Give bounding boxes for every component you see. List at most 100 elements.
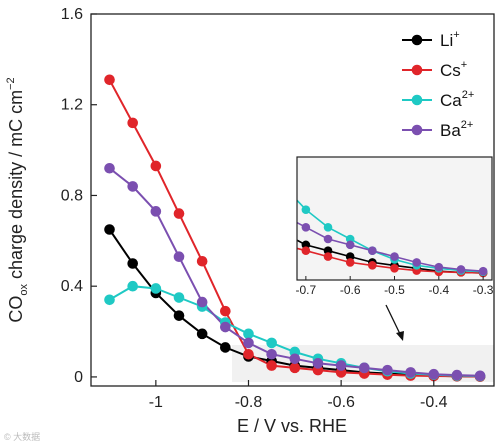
data-point-ba — [243, 337, 254, 349]
inset-x-tick-label: -0.6 — [340, 283, 361, 297]
data-point-cs — [104, 74, 115, 86]
y-tick-label: 1.6 — [61, 6, 83, 23]
x-axis-title: E / V vs. RHE — [237, 416, 347, 436]
data-point-ba — [474, 370, 486, 382]
legend-label-ca: Ca2+ — [440, 89, 474, 110]
data-point-cs — [127, 117, 138, 129]
data-point-ca — [150, 283, 162, 294]
x-tick-label: -1 — [149, 394, 163, 411]
inset-data-point-ba — [368, 246, 377, 256]
inset-chart: -0.7 -0.6 -0.5 -0.4 -0.3 — [279, 156, 494, 297]
x-tick-label: -0.4 — [420, 394, 448, 411]
data-point-ca — [104, 294, 115, 306]
legend-label-cs: Cs+ — [440, 59, 467, 80]
data-point-ba — [196, 296, 208, 308]
legend-ion: Cs — [440, 61, 461, 80]
legend-ion: Ba — [440, 121, 461, 140]
data-point-ba — [173, 251, 185, 263]
data-point-ba — [312, 358, 324, 369]
legend-ion-charge: 2+ — [461, 119, 474, 131]
inset-series-layer — [279, 182, 488, 278]
inset-data-point-cs — [390, 263, 399, 273]
inset-data-point-ba — [456, 265, 466, 274]
arrow-annotation — [385, 304, 404, 341]
data-point-cs — [243, 348, 254, 360]
data-point-ba — [405, 367, 416, 378]
inset-data-point-ca — [323, 222, 333, 232]
data-point-ba — [289, 353, 301, 365]
inset-data-point-ba — [323, 234, 333, 244]
legend-ion-charge: + — [461, 59, 467, 71]
data-point-ba — [104, 162, 115, 174]
inset-x-tick-label: -0.7 — [296, 283, 317, 297]
y-tick-label: 0.8 — [61, 187, 83, 204]
y-axis-title: COox charge density / mC cm−2 — [5, 77, 30, 322]
inset-data-point-li — [279, 229, 288, 238]
data-point-cs — [220, 305, 231, 317]
series-layer — [104, 74, 486, 382]
y-tick-label: 0 — [74, 369, 83, 386]
y-axis-title-sub: ox — [18, 283, 30, 295]
inset-data-point-cs — [301, 246, 311, 256]
inset-data-point-ba — [301, 222, 311, 232]
y-axis: 0 0.4 0.8 1.2 1.6 — [61, 6, 97, 386]
data-point-li — [173, 310, 185, 321]
inset-data-point-ba — [412, 258, 421, 267]
legend-marker — [411, 94, 423, 106]
legend-ion: Li — [440, 31, 453, 50]
legend-ion: Ca — [440, 91, 462, 110]
data-point-ba — [451, 369, 463, 381]
x-tick-label: -0.8 — [235, 394, 263, 411]
data-point-cs — [150, 160, 162, 172]
data-point-ba — [150, 206, 162, 217]
inset-data-point-ba — [434, 262, 444, 272]
data-point-ba — [266, 348, 277, 360]
data-point-ca — [243, 328, 254, 340]
legend-label-ba: Ba2+ — [440, 119, 473, 140]
data-point-ca — [127, 280, 138, 292]
data-point-li — [196, 328, 208, 340]
inset-x-tick-label: -0.4 — [428, 283, 449, 297]
y-tick-label: 0.4 — [61, 278, 83, 295]
data-point-ba — [358, 362, 370, 374]
inset-x-tick-label: -0.3 — [473, 283, 494, 297]
data-point-li — [220, 342, 231, 353]
inset-data-point-ca — [301, 205, 311, 215]
inset-data-point-cs — [323, 252, 333, 261]
inset-data-point-cs — [368, 261, 377, 270]
watermark: © 大数据 — [4, 431, 40, 442]
legend-label-li: Li+ — [440, 29, 460, 50]
data-point-ca — [173, 292, 185, 303]
data-point-cs — [196, 255, 208, 267]
data-point-cs — [173, 208, 185, 219]
legend-ion-charge: 2+ — [462, 89, 475, 101]
legend-marker — [411, 64, 423, 76]
legend-ion-charge: + — [453, 29, 459, 41]
y-tick-label: 1.2 — [61, 97, 83, 114]
inset-data-point-cs — [279, 241, 288, 250]
inset-data-point-ba — [279, 211, 288, 220]
y-axis-title-prefix: CO — [6, 296, 26, 323]
data-point-ca — [266, 337, 277, 349]
data-point-li — [104, 224, 115, 235]
x-tick-label: -0.6 — [327, 394, 355, 411]
data-point-ba — [220, 321, 231, 333]
y-axis-title-middle: charge density / mC cm — [6, 90, 26, 284]
inset-x-tick-label: -0.5 — [384, 283, 405, 297]
y-axis-title-sup: −2 — [5, 77, 17, 90]
inset-data-point-ba — [478, 266, 488, 276]
data-point-cs — [266, 360, 277, 371]
plot-frame — [90, 13, 495, 387]
data-point-li — [127, 258, 138, 269]
inset-x-axis: -0.7 -0.6 -0.5 -0.4 -0.3 — [296, 276, 494, 297]
inset-data-point-ba — [345, 240, 355, 250]
data-point-ba — [428, 368, 440, 380]
inset-data-point-ba — [390, 252, 399, 261]
data-point-cs — [289, 362, 301, 374]
inset-data-point-ca — [279, 182, 288, 191]
inset-data-point-cs — [345, 258, 355, 267]
data-point-ba — [382, 364, 393, 376]
data-point-ba — [127, 181, 138, 192]
